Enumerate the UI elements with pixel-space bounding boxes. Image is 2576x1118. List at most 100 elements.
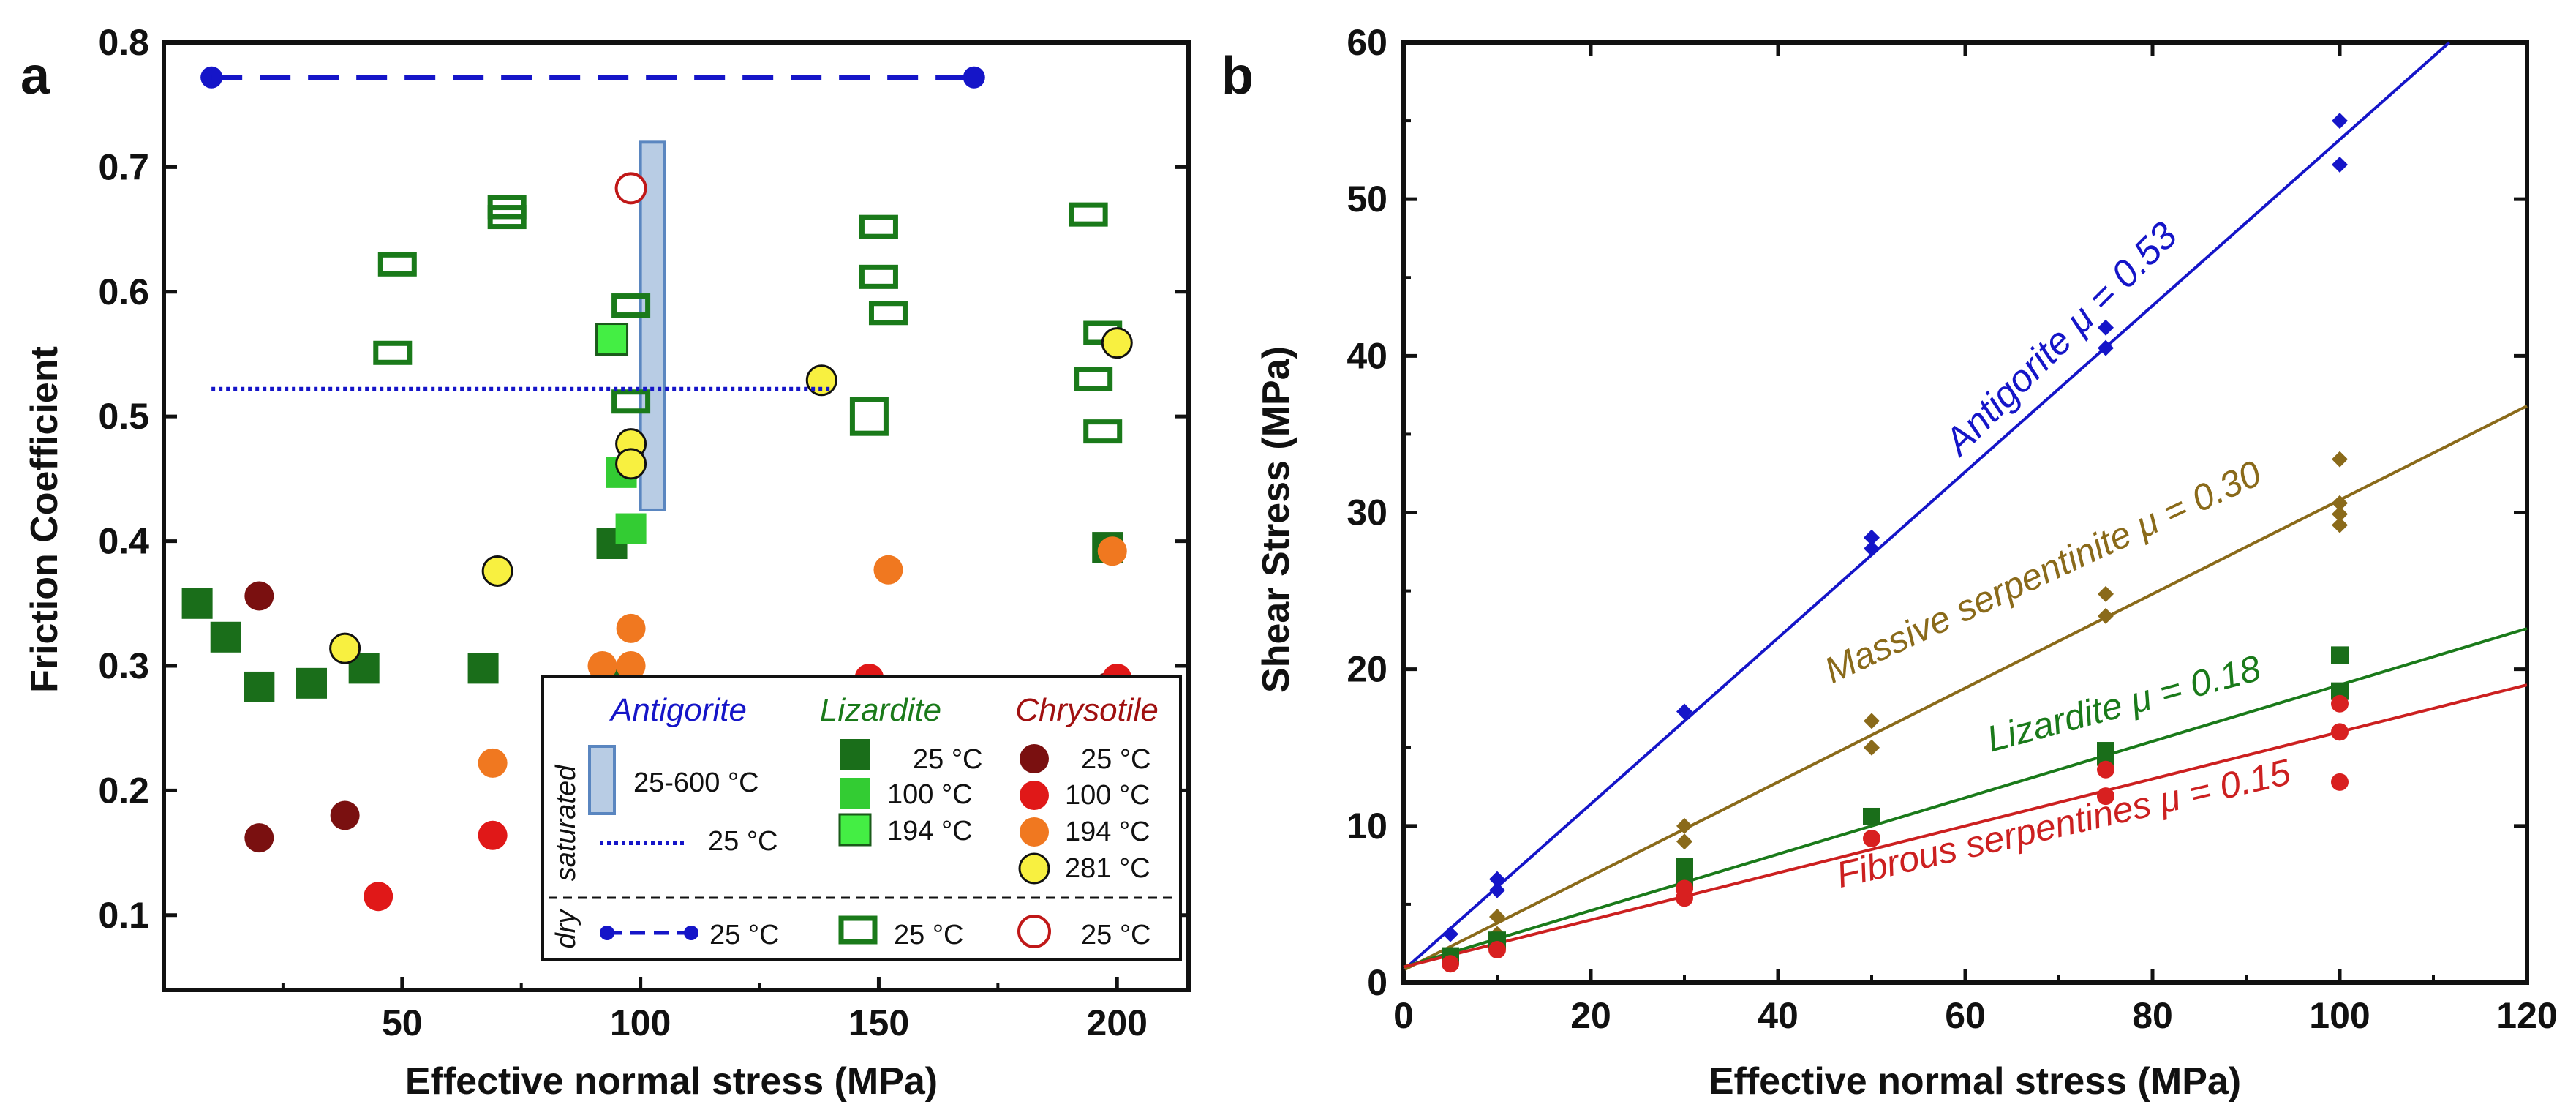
- panel-a-ytick-label: 0.8: [98, 22, 149, 63]
- panel-a-legend: Antigorite Lizardite Chrysotile saturate…: [541, 675, 1182, 961]
- lizardite-dry-point: [868, 301, 908, 326]
- chrysotile-25c-point: [244, 823, 274, 853]
- chrysotile-281c-point: [329, 632, 361, 664]
- lizardite-dry-point: [859, 214, 898, 239]
- legend-liz25-marker: [840, 739, 870, 770]
- legend-liz194-marker: [838, 813, 872, 847]
- massive-serpentinite-point: [1489, 909, 1505, 926]
- legend-liz100-marker: [840, 778, 870, 809]
- panel-a: a 50 100 150 200 0.1 0.2 0.3 0.4 0.5 0.6 0.7 0.8 Ef…: [20, 22, 1191, 1103]
- lizardite-dry-point: [377, 252, 417, 277]
- fit-label-massive: Massive serpentinite μ = 0.30: [1818, 453, 2267, 691]
- fibrous-serpentines-point: [1863, 829, 1880, 847]
- legend-header-chrysotile: Chrysotile: [1015, 692, 1159, 728]
- massive-serpentinite-point: [2098, 585, 2114, 602]
- lizardite-point: [2331, 646, 2349, 664]
- lizardite-dry-point: [1069, 202, 1108, 227]
- chrysotile-281c-point: [615, 448, 647, 480]
- lizardite-dry-point: [487, 205, 527, 230]
- fit-label-fibrous: Fibrous serpentines μ = 0.15: [1833, 751, 2294, 896]
- panel-b-ytick-label: 20: [1347, 649, 1387, 690]
- antigorite-point: [1676, 703, 1692, 720]
- panel-a-ticks: 50 100 150 200 0.1 0.2 0.3 0.4 0.5 0.6 0.7 0.8: [98, 22, 1189, 1043]
- lizardite-dry-point: [849, 397, 889, 436]
- panel-a-ytick-label: 0.1: [98, 895, 149, 936]
- panel-b-ticks: 0 20 40 60 80 100 120 0 10 20 30 40 50 60: [1347, 22, 2557, 1036]
- panel-b-ytick-label: 40: [1347, 335, 1387, 376]
- panel-b-label: b: [1221, 47, 1254, 105]
- legend-dry-antigorite-dot-right: [684, 926, 698, 940]
- panel-b-xtick-label: 120: [2496, 995, 2557, 1036]
- legend-dry-antigorite-dot-left: [600, 926, 614, 940]
- fibrous-serpentines-point: [1442, 955, 1459, 973]
- panel-a-ytick-label: 0.7: [98, 146, 149, 187]
- legend-dotted-label: 25 °C: [708, 826, 777, 857]
- lizardite-dry-point: [1083, 419, 1123, 444]
- fibrous-serpentines-point: [2097, 760, 2114, 779]
- panel-a-plot-area: [162, 40, 1191, 992]
- panel-b-ytick-label: 0: [1367, 962, 1387, 1003]
- fit-label-antigorite: Antigorite μ = 0.53: [1935, 214, 2185, 465]
- massive-serpentinite-point: [2098, 607, 2114, 624]
- antigorite-point: [2332, 157, 2348, 173]
- legend-chr194-label: 194 °C: [1065, 817, 1150, 847]
- chrysotile-194c-point: [873, 555, 903, 585]
- chrysotile-194c-point: [616, 613, 646, 643]
- lizardite-25c-point: [244, 671, 275, 702]
- fibrous-serpentines-point: [1488, 941, 1506, 959]
- legend-header-lizardite: Lizardite: [820, 692, 941, 728]
- panel-a-ytick-label: 0.6: [98, 271, 149, 312]
- massive-serpentinite-fit-line: [1403, 405, 2528, 972]
- chrysotile-100c-point: [478, 820, 508, 850]
- chrysotile-194c-point: [478, 748, 508, 778]
- legend-chr100-label: 100 °C: [1065, 780, 1150, 811]
- legend-liz25-label: 25 °C: [913, 744, 982, 775]
- massive-serpentinite-point: [1676, 833, 1692, 850]
- panel-a-ytick-label: 0.2: [98, 770, 149, 811]
- massive-serpentinite-point: [2332, 506, 2348, 522]
- panel-a-ytick-label: 0.4: [98, 521, 149, 562]
- fibrous-serpentines-point: [1676, 879, 1693, 898]
- fit-label-lizardite: Lizardite μ = 0.18: [1983, 648, 2265, 760]
- chrysotile-194c-point: [1097, 536, 1127, 566]
- legend-dry-chrysotile-marker: [1017, 915, 1051, 948]
- chrysotile-281c-point: [1101, 327, 1133, 359]
- panel-a-lines: [211, 75, 974, 391]
- antigorite-point: [1864, 540, 1880, 557]
- antigorite-point: [1489, 882, 1505, 898]
- panel-b-xtick-label: 60: [1945, 995, 1986, 1036]
- antigorite-fit-line: [1402, 41, 2451, 972]
- chrysotile-100c-point: [364, 882, 393, 912]
- panel-b-points: [1442, 113, 2349, 973]
- legend-header-antigorite: Antigorite: [609, 692, 747, 728]
- legend-saturated-label: saturated: [551, 764, 581, 881]
- lizardite-25c-point: [296, 667, 328, 699]
- panel-b-xtick-label: 100: [2309, 995, 2370, 1036]
- antigorite-point: [1442, 926, 1458, 942]
- lizardite-25c-point: [181, 588, 213, 619]
- panel-a-xtick-label: 50: [382, 1002, 423, 1043]
- legend-dry-label: dry: [551, 909, 581, 949]
- massive-serpentinite-point: [1864, 713, 1880, 729]
- legend-chr100-marker: [1020, 781, 1049, 810]
- panel-b-xlabel: Effective normal stress (MPa): [1709, 1060, 2241, 1103]
- fibrous-serpentines-point: [2097, 787, 2114, 806]
- panel-a-frame: [162, 40, 1191, 992]
- antigorite-point: [2098, 339, 2114, 356]
- panel-b-ytick-label: 50: [1347, 179, 1387, 220]
- panel-a-ylabel: Friction Coefficient: [23, 346, 66, 693]
- lizardite-dry-point: [373, 340, 413, 365]
- panel-a-ytick-label: 0.5: [98, 396, 149, 437]
- legend-chr281-marker: [1018, 852, 1050, 885]
- antigorite-dry-point: [963, 66, 985, 89]
- lizardite-point: [1863, 807, 1880, 825]
- lizardite-194c-point: [595, 323, 629, 356]
- panel-a-ytick-label: 0.3: [98, 645, 149, 686]
- antigorite-point: [1864, 529, 1880, 546]
- legend-liz100-label: 100 °C: [887, 779, 973, 810]
- panel-b-ytick-label: 30: [1347, 492, 1387, 533]
- panel-a-xtick-label: 100: [610, 1002, 671, 1043]
- legend-chr25-label: 25 °C: [1081, 744, 1150, 775]
- panel-a-xtick-label: 200: [1087, 1002, 1148, 1043]
